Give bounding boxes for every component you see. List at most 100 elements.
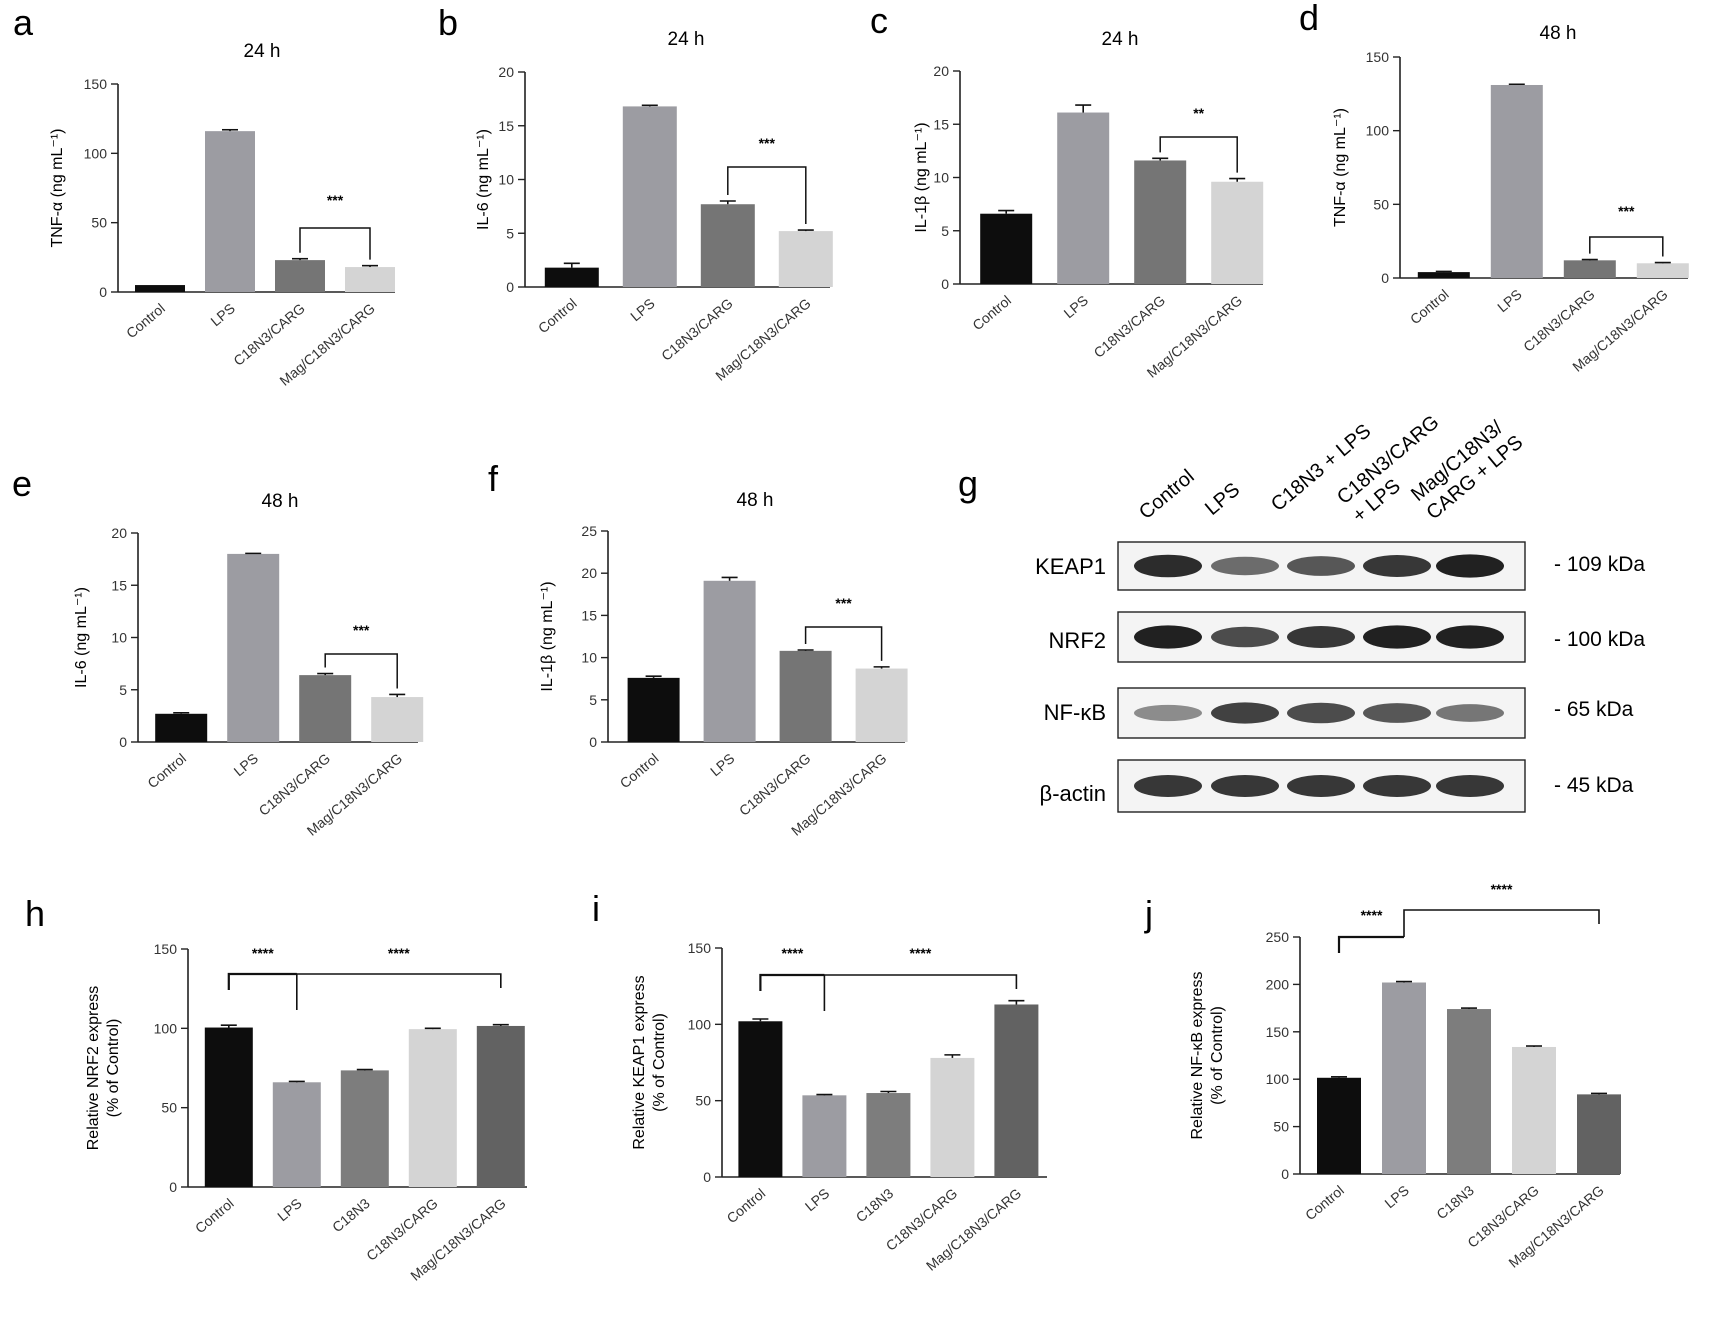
protein-label: KEAP1: [1035, 554, 1106, 579]
bar-control: [155, 713, 208, 742]
significance-bracket: [299, 227, 371, 260]
significance-bracket: [227, 972, 297, 990]
x-category-label: LPS: [707, 750, 738, 779]
significance-stars: ****: [1361, 907, 1383, 923]
kda-marker-label: - 109 kDa: [1554, 553, 1645, 576]
significance-bracket: [727, 166, 807, 225]
y-tick-label: 10: [933, 170, 949, 186]
chart-panel-d: d 48 h 0 50 100 150 TNF-α (ng mL⁻¹) Control LPSC…: [1299, 0, 1689, 375]
blot-band: [1134, 554, 1202, 578]
x-category-label: Control: [535, 295, 580, 336]
y-tick-label: 5: [506, 225, 514, 241]
bar-c18n3-carg: [1512, 1046, 1556, 1174]
blot-band: [1363, 775, 1431, 797]
x-category-label: LPS: [627, 295, 658, 324]
y-tick-label: 20: [581, 565, 597, 581]
lane-label: LPS: [1201, 479, 1244, 520]
x-category-label: LPS: [1381, 1182, 1412, 1211]
blot-band: [1363, 555, 1431, 577]
significance-stars: ****: [252, 945, 274, 961]
y-tick-label: 0: [941, 276, 949, 292]
bar-c18n3-carg: [1563, 260, 1616, 278]
bar-c18n3-carg: [779, 650, 832, 742]
y-tick-label: 15: [933, 116, 949, 132]
bar-c18n3-carg: [299, 675, 352, 742]
y-tick-label: 100: [1266, 1071, 1290, 1087]
blot-band: [1134, 775, 1202, 797]
significance-stars: ****: [782, 945, 804, 961]
x-category-label: Control: [723, 1185, 768, 1226]
kda-marker-label: - 45 kDa: [1554, 774, 1634, 797]
y-tick-label: 100: [1366, 123, 1390, 139]
y-tick-label: 5: [941, 223, 949, 239]
panel-label: d: [1299, 0, 1319, 38]
bar-control: [544, 267, 599, 287]
bar-c18n3-carg: [700, 204, 755, 287]
significance-bracket: [759, 973, 825, 991]
y-tick-label: 50: [1373, 196, 1389, 212]
bar-c18n3: [1447, 1009, 1491, 1174]
bar-control: [738, 1021, 783, 1177]
panel-label: c: [870, 0, 888, 41]
significance-stars: ****: [1491, 881, 1513, 897]
significance-bracket: [1403, 909, 1600, 937]
significance-stars: **: [1193, 105, 1204, 121]
bar-control: [1317, 1077, 1361, 1174]
y-tick-label: 100: [154, 1020, 178, 1036]
blot-band: [1134, 625, 1202, 649]
panel-label: g: [958, 463, 978, 504]
bar-c18n3-carg: [930, 1057, 975, 1177]
y-axis-label: Relative NF-κB express (% of Control): [1189, 971, 1226, 1139]
bar-mag-c18n3-carg: [994, 1004, 1039, 1177]
y-axis-label: IL-6 (ng mL⁻¹): [73, 587, 90, 688]
y-tick-label: 20: [933, 63, 949, 79]
panel-label: f: [488, 458, 499, 499]
y-tick-label: 15: [498, 118, 514, 134]
y-tick-label: 0: [506, 279, 514, 295]
y-tick-label: 5: [589, 692, 597, 708]
blot-band: [1436, 704, 1504, 722]
y-tick-label: 10: [498, 172, 514, 188]
blot-band: [1287, 556, 1355, 576]
x-category-label: Control: [123, 300, 168, 341]
blot-band: [1287, 775, 1355, 797]
blot-band: [1436, 775, 1504, 797]
panel-label: a: [13, 2, 34, 43]
blot-band: [1211, 775, 1279, 797]
y-tick-label: 10: [111, 630, 127, 646]
bar-c18n3-carg: [1134, 160, 1187, 284]
y-tick-label: 15: [581, 607, 597, 623]
bar-control: [627, 677, 680, 742]
chart-title: 24 h: [244, 41, 281, 62]
significance-stars: ***: [759, 135, 776, 151]
bar-lps: [227, 553, 280, 742]
blot-band: [1211, 556, 1279, 576]
y-axis-label: IL-6 (ng mL⁻¹): [475, 129, 492, 230]
y-tick-label: 50: [91, 215, 107, 231]
panel-label: b: [438, 2, 458, 43]
x-category-label: C18N3/CARG: [658, 295, 736, 364]
blot-band: [1363, 703, 1431, 723]
x-category-label: LPS: [1494, 286, 1525, 315]
x-category-label: Control: [144, 750, 189, 791]
bar-c18n3: [340, 1070, 389, 1187]
y-tick-label: 150: [1266, 1024, 1290, 1040]
chart-panel-a: a 24 h 0 50 100 150 TNF-α (ng mL⁻¹) Control LPSC…: [13, 2, 395, 389]
bar-mag-c18n3-carg: [1577, 1094, 1621, 1174]
x-category-label: Control: [1302, 1182, 1347, 1223]
bar-c18n3: [866, 1093, 911, 1177]
y-axis-label: IL-1β (ng mL⁻¹): [913, 122, 930, 232]
y-tick-label: 150: [688, 940, 712, 956]
bar-lps: [1490, 84, 1543, 278]
y-tick-label: 20: [498, 64, 514, 80]
significance-stars: ***: [1618, 203, 1635, 219]
x-category-label: Control: [1407, 286, 1452, 327]
chart-panel-e: e 48 h 0 5 10 15 20 IL-6 (ng mL⁻¹) Control LPSC18…: [12, 463, 424, 839]
y-tick-label: 100: [688, 1016, 712, 1032]
lane-label: Control: [1135, 466, 1199, 524]
bar-lps: [802, 1095, 847, 1177]
bar-control: [204, 1027, 253, 1187]
significance-stars: ****: [388, 945, 410, 961]
significance-stars: ***: [353, 622, 370, 638]
